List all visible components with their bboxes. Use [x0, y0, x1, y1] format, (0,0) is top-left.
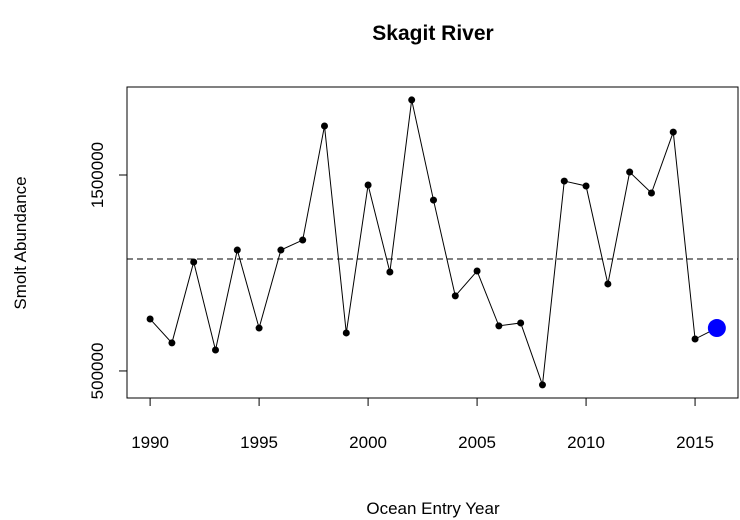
point — [538, 381, 546, 389]
y-axis-label: Smolt Abundance — [11, 176, 30, 309]
point — [168, 339, 176, 347]
point — [560, 177, 568, 185]
x-axis-label: Ocean Entry Year — [366, 499, 500, 518]
point — [669, 128, 677, 136]
highlight-point — [707, 319, 726, 338]
point — [495, 322, 503, 330]
point — [386, 268, 394, 276]
point — [190, 258, 198, 266]
plot-box — [126, 86, 739, 399]
point — [146, 315, 154, 323]
y-tick-label: 1500000 — [88, 142, 107, 208]
y-tick-label: 500000 — [88, 343, 107, 400]
point — [691, 335, 699, 343]
point — [277, 246, 285, 254]
point — [429, 196, 437, 204]
point — [342, 329, 350, 337]
point — [626, 168, 634, 176]
x-tick-label: 2015 — [676, 433, 714, 452]
point — [647, 189, 655, 197]
x-tick-label: 1990 — [131, 433, 169, 452]
series-line — [149, 99, 718, 386]
x-tick-label: 2010 — [567, 433, 605, 452]
point — [451, 292, 459, 300]
point — [582, 182, 590, 190]
point — [320, 122, 328, 130]
point — [604, 280, 612, 288]
chart-title: Skagit River — [372, 22, 493, 45]
point — [255, 324, 263, 332]
point — [299, 236, 307, 244]
point — [364, 181, 372, 189]
point — [408, 96, 416, 104]
point — [517, 319, 525, 327]
point — [212, 346, 220, 354]
point — [233, 246, 241, 254]
point — [473, 267, 481, 275]
x-tick-label: 1995 — [240, 433, 278, 452]
x-tick-label: 2005 — [458, 433, 496, 452]
x-tick-label: 2000 — [349, 433, 387, 452]
